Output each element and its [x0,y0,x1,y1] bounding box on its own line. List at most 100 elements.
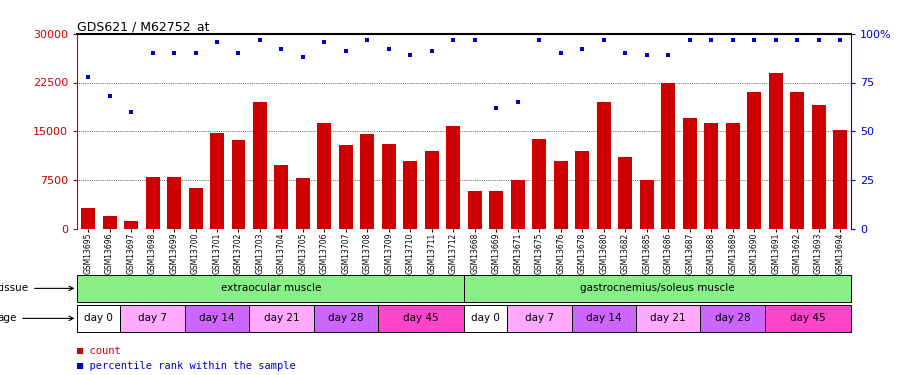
Bar [120,305,185,332]
Point [489,105,503,111]
Point [403,52,418,58]
Bar [210,132,224,229]
Bar [747,92,761,229]
Bar [382,144,396,229]
Bar [185,305,249,332]
Bar [167,177,181,229]
Point [640,52,654,58]
Point [446,37,460,43]
Point [360,37,375,43]
Point [532,37,547,43]
Point [468,37,482,43]
Point [812,37,826,43]
Bar [769,73,783,229]
Point [511,99,525,105]
Bar [425,151,439,229]
Bar [360,134,374,229]
Text: day 0: day 0 [471,314,500,323]
Bar [507,305,571,332]
Text: tissue: tissue [0,284,74,293]
Point [231,50,246,56]
Bar [146,177,159,229]
Text: day 7: day 7 [525,314,554,323]
Point [209,39,224,45]
Point [682,37,697,43]
Bar [81,208,95,229]
Bar [597,102,611,229]
Text: day 7: day 7 [138,314,167,323]
Text: age: age [0,314,74,323]
Point [833,37,847,43]
Bar [124,221,138,229]
Bar [253,102,267,229]
Bar [511,180,525,229]
Bar [812,105,825,229]
Point [747,37,762,43]
Point [167,50,181,56]
Point [725,37,740,43]
Bar [339,145,353,229]
Point [575,46,590,53]
Bar [188,189,203,229]
Bar [490,191,503,229]
Point [618,50,632,56]
Bar [834,130,847,229]
Bar [103,216,116,229]
Point [102,93,116,99]
Bar [314,305,379,332]
Bar [77,275,464,302]
Text: gastrocnemius/soleus muscle: gastrocnemius/soleus muscle [581,284,734,293]
Text: day 21: day 21 [264,314,299,323]
Bar [618,157,632,229]
Bar [636,305,701,332]
Point [704,37,719,43]
Bar [701,305,765,332]
Bar [318,123,331,229]
Point [790,37,804,43]
Bar [662,82,675,229]
Point [339,48,353,54]
Bar [575,152,590,229]
Point [124,109,138,115]
Point [768,37,783,43]
Point [146,50,160,56]
Bar [554,160,568,229]
Bar [464,275,851,302]
Text: day 0: day 0 [85,314,113,323]
Bar [77,305,120,332]
Bar [790,92,804,229]
Text: extraocular muscle: extraocular muscle [220,284,321,293]
Bar [682,118,697,229]
Bar [704,123,718,229]
Bar [403,160,418,229]
Point [81,74,96,80]
Bar [532,139,546,229]
Text: day 45: day 45 [790,314,825,323]
Text: day 28: day 28 [715,314,751,323]
Point [318,39,332,45]
Bar [447,126,460,229]
Bar [296,178,310,229]
Bar [571,305,636,332]
Text: day 28: day 28 [329,314,364,323]
Point [553,50,568,56]
Text: day 45: day 45 [403,314,439,323]
Point [188,50,203,56]
Bar [725,123,740,229]
Text: day 14: day 14 [586,314,622,323]
Bar [275,165,288,229]
Point [596,37,611,43]
Text: day 21: day 21 [651,314,686,323]
Bar [379,305,464,332]
Point [661,52,675,58]
Point [274,46,288,53]
Bar [464,305,507,332]
Point [296,54,310,60]
Point [253,37,268,43]
Bar [468,191,481,229]
Bar [249,305,314,332]
Text: day 14: day 14 [199,314,235,323]
Bar [640,180,653,229]
Point [425,48,440,54]
Bar [765,305,851,332]
